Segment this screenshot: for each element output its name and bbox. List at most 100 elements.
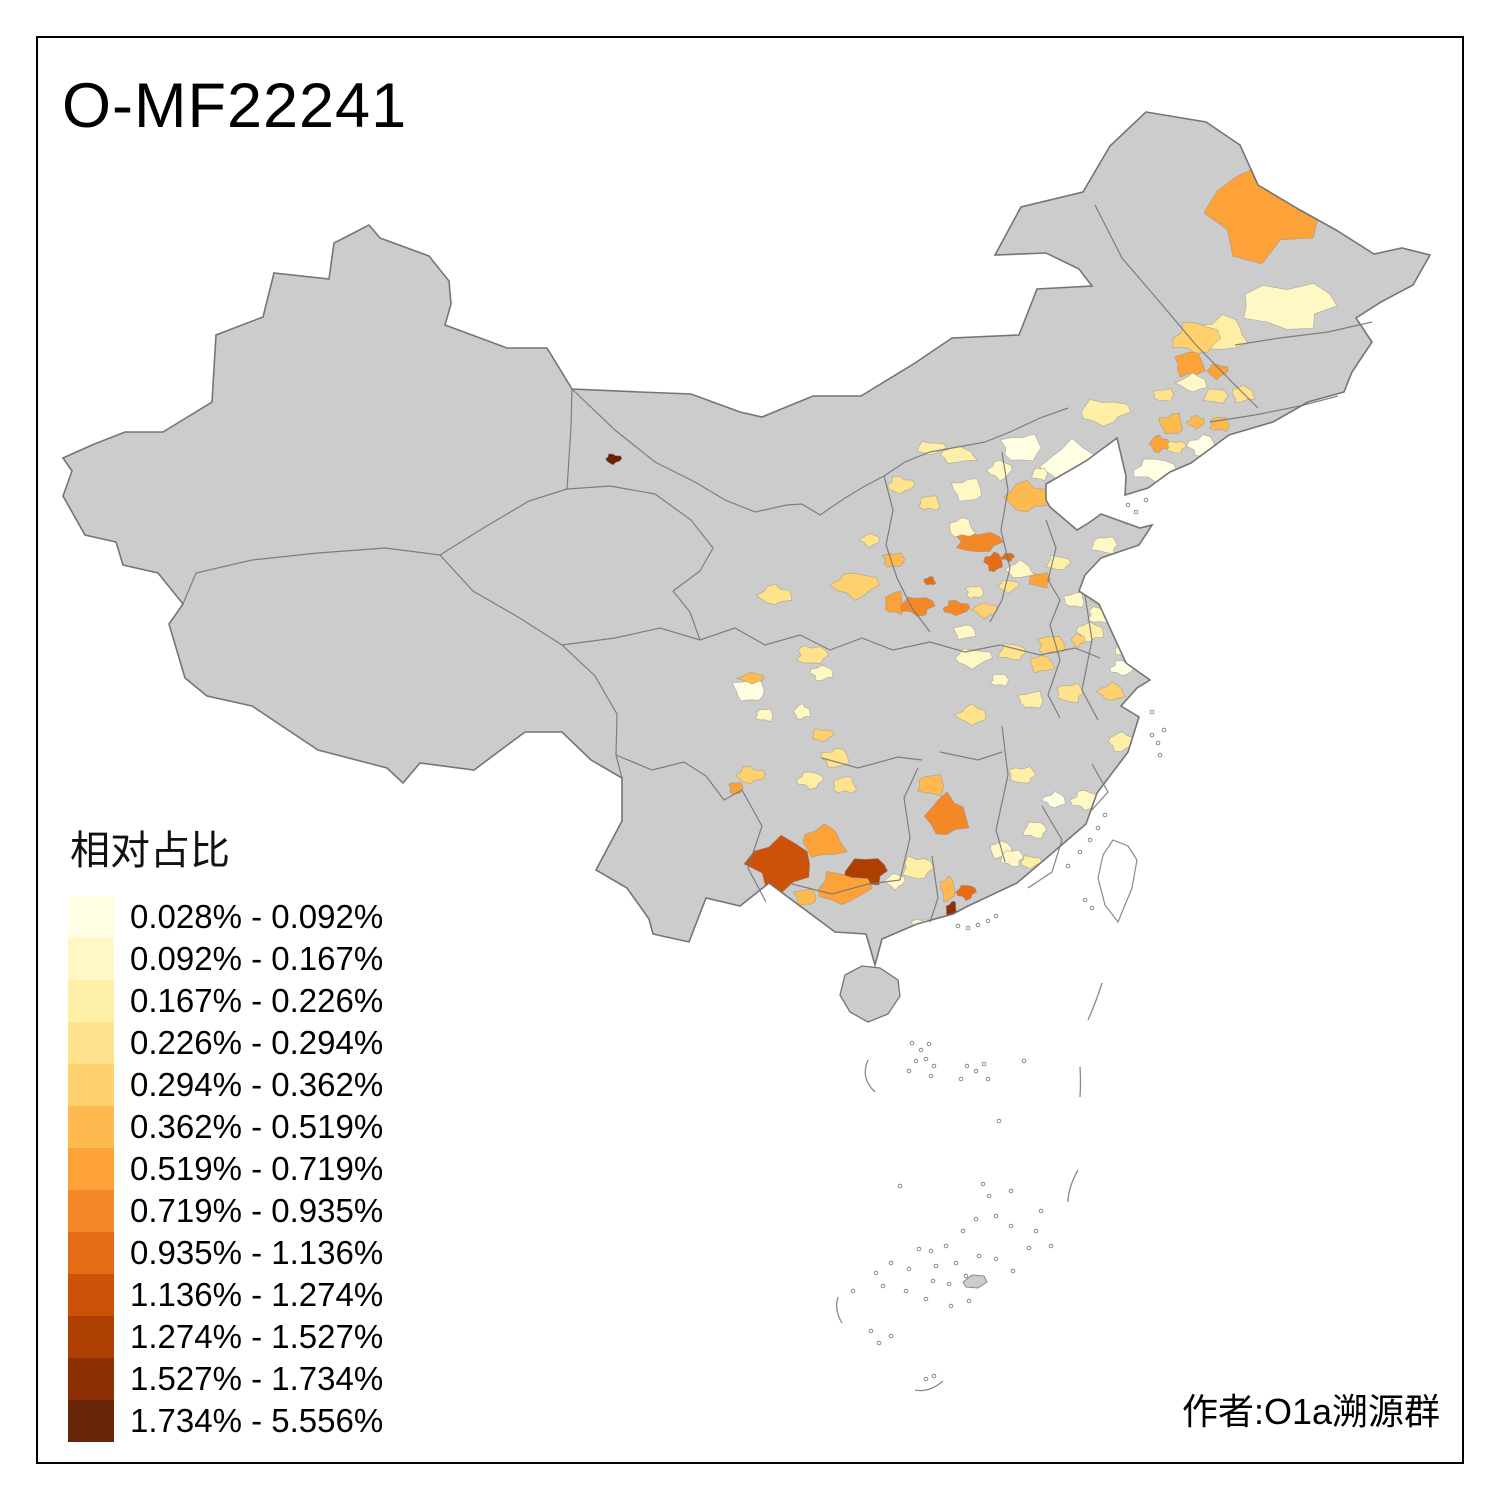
legend-label: 1.274% - 1.527%	[130, 1318, 384, 1355]
taiwan-island	[1097, 839, 1138, 924]
legend-item: 1.274% - 1.527%	[68, 1316, 383, 1358]
region-patch	[1000, 849, 1025, 867]
legend-label: 0.719% - 0.935%	[130, 1192, 384, 1229]
region-patch	[1007, 765, 1036, 784]
region-patch	[955, 531, 1004, 552]
region-patch	[1028, 571, 1052, 589]
hainan-island	[839, 965, 901, 1023]
region-patch	[1020, 855, 1043, 870]
legend-item: 1.136% - 1.274%	[68, 1274, 383, 1316]
region-patch	[887, 476, 916, 495]
legend-label: 0.092% - 0.167%	[130, 940, 384, 977]
region-patch	[820, 748, 850, 768]
region-patch	[1130, 757, 1153, 774]
region-patch	[605, 453, 623, 466]
region-patch	[1070, 633, 1086, 648]
region-patch	[882, 873, 906, 891]
legend-swatch	[68, 1400, 114, 1442]
province-borders	[182, 204, 1373, 923]
region-patch	[828, 572, 881, 601]
region-patch	[1086, 606, 1113, 624]
region-patch	[881, 552, 906, 568]
region-patch	[901, 855, 935, 880]
region-patch	[1040, 791, 1067, 809]
legend-swatch	[68, 1358, 114, 1400]
region-patch	[940, 876, 956, 903]
region-patch	[1211, 466, 1249, 489]
region-patch	[1037, 636, 1066, 655]
region-patch	[923, 575, 937, 586]
region-patch	[857, 532, 880, 548]
region-patch	[1174, 351, 1206, 378]
legend-label: 1.136% - 1.274%	[130, 1276, 384, 1313]
region-patch	[917, 774, 945, 797]
region-patch	[795, 771, 824, 790]
legend-swatch	[68, 1022, 114, 1064]
region-patch	[953, 703, 987, 726]
region-patch	[802, 823, 848, 858]
region-patch	[735, 765, 766, 785]
legend-item: 0.519% - 0.719%	[68, 1148, 383, 1190]
region-patch	[755, 583, 792, 605]
region-patch	[754, 708, 774, 723]
region-patch	[997, 579, 1020, 595]
legend-label: 0.362% - 0.519%	[130, 1108, 384, 1145]
legend-item: 0.167% - 0.226%	[68, 980, 383, 1022]
region-patch	[1206, 363, 1229, 381]
region-patch	[818, 870, 873, 906]
region-patch	[1174, 372, 1208, 393]
legend-item: 1.527% - 1.734%	[68, 1358, 383, 1400]
region-patch	[891, 933, 913, 948]
legend-title: 相对占比	[70, 829, 230, 873]
legend-swatch	[68, 1190, 114, 1232]
legend-label: 0.226% - 0.294%	[130, 1024, 384, 1061]
region-patch	[918, 495, 941, 511]
sea-islands	[836, 497, 1167, 1392]
region-patch	[792, 703, 812, 720]
region-patch	[1172, 321, 1222, 354]
legend-label: 0.935% - 1.136%	[130, 1234, 384, 1271]
region-patch	[1158, 413, 1183, 435]
region-patch	[1003, 479, 1050, 513]
region-patch	[1148, 434, 1170, 454]
region-patch	[1151, 387, 1175, 402]
legend-item: 0.362% - 0.519%	[68, 1106, 383, 1148]
region-patch	[1030, 467, 1049, 482]
region-patch	[1138, 717, 1156, 732]
region-patch	[1209, 416, 1230, 432]
region-patch	[940, 444, 978, 464]
legend-swatch	[68, 1064, 114, 1106]
legend-item: 0.226% - 0.294%	[68, 1022, 383, 1064]
region-patch	[1218, 444, 1243, 460]
legend-swatch	[68, 1148, 114, 1190]
region-patch	[1086, 816, 1110, 834]
region-patch	[996, 643, 1027, 661]
region-patch	[942, 600, 971, 617]
legend-item: 0.028% - 0.092%	[68, 896, 383, 938]
attribution: 作者:O1a溯源群	[1181, 1391, 1440, 1432]
region-patch	[954, 648, 994, 670]
legend-label: 1.527% - 1.734%	[130, 1360, 384, 1397]
region-patch	[950, 478, 982, 502]
legend-rows: 0.028% - 0.092% 0.092% - 0.167% 0.167% - 0…	[68, 896, 383, 1442]
region-patch	[1004, 559, 1035, 578]
region-patch	[1045, 554, 1072, 571]
legend: 相对占比 0.028% - 0.092% 0.092% - 0.167% 0.167…	[68, 818, 383, 1442]
region-patch	[983, 551, 1003, 573]
region-patch	[971, 602, 998, 620]
region-patch	[1022, 821, 1047, 839]
region-patch	[1017, 690, 1044, 709]
region-patch	[795, 645, 830, 664]
region-patch	[964, 585, 984, 599]
legend-label: 0.167% - 0.226%	[130, 982, 384, 1019]
legend-swatch	[68, 1316, 114, 1358]
region-patch	[1135, 691, 1160, 708]
region-patch	[958, 913, 966, 921]
legend-item: 0.935% - 1.136%	[68, 1232, 383, 1274]
region-patch	[833, 776, 858, 794]
legend-swatch	[68, 896, 114, 938]
legend-swatch	[68, 980, 114, 1022]
legend-item: 0.092% - 0.167%	[68, 938, 383, 980]
legend-swatch	[68, 1106, 114, 1148]
